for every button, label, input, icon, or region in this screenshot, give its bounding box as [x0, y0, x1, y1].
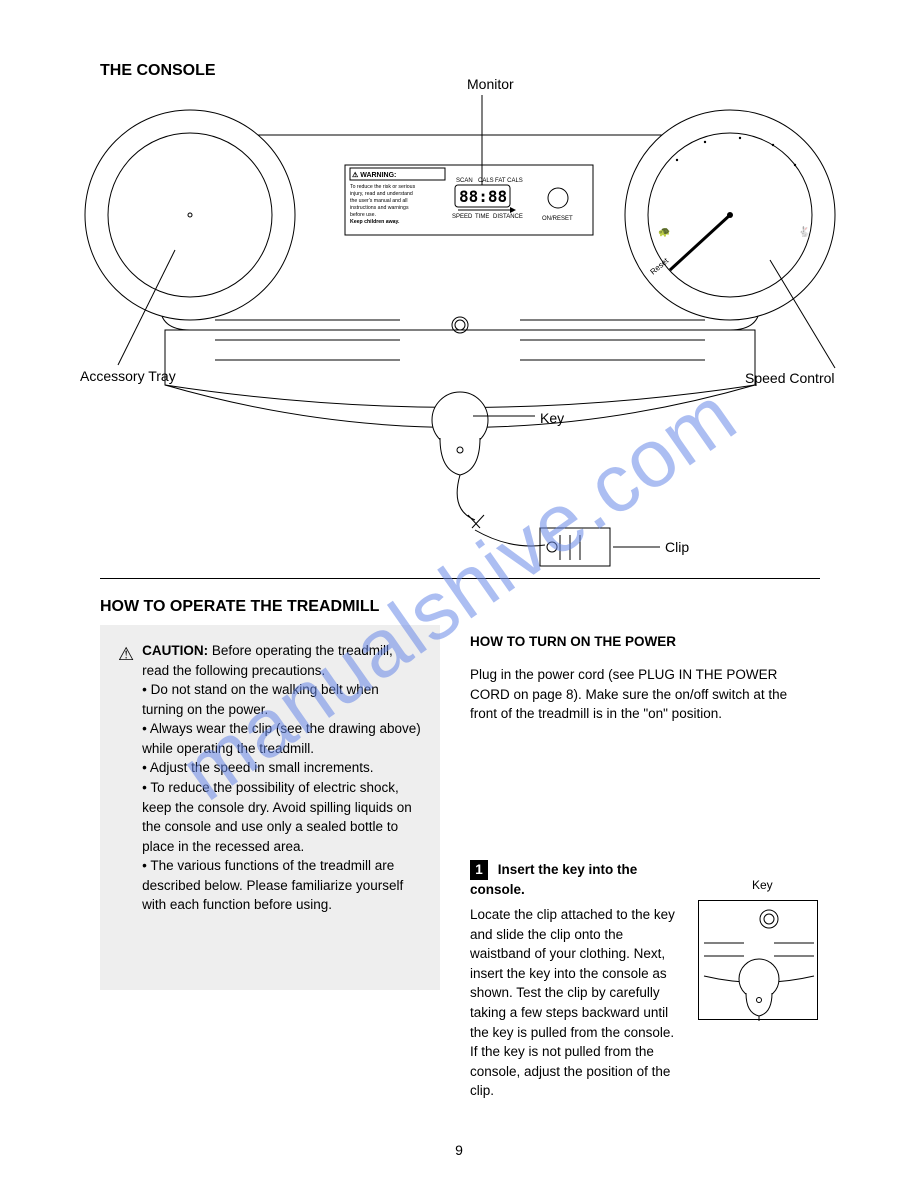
svg-text:instructions and warnings: instructions and warnings: [350, 205, 409, 211]
heading-power: HOW TO TURN ON THE POWER: [470, 632, 815, 652]
svg-text:CALS: CALS: [478, 178, 494, 184]
svg-text:🐇: 🐇: [798, 225, 810, 238]
svg-text:Keep children away.: Keep children away.: [350, 219, 400, 225]
step1-body: Locate the clip attached to the key and …: [470, 905, 685, 1101]
svg-text:To reduce the risk or serious: To reduce the risk or serious: [350, 184, 416, 190]
label-speed-control: Speed Control: [745, 370, 835, 386]
inset-key-label: Key: [752, 878, 773, 892]
svg-text:injury, read and understand: injury, read and understand: [350, 191, 413, 197]
label-accessory-tray-left: Accessory Tray: [80, 368, 176, 384]
caution-body: Before operating the treadmill, read the…: [142, 643, 421, 912]
step1-title: Insert the key into the console.: [470, 862, 637, 897]
right-column: HOW TO TURN ON THE POWER Plug in the pow…: [470, 632, 815, 737]
label-clip: Clip: [665, 539, 689, 555]
step-number-1: 1: [470, 860, 488, 880]
console-diagram: 🐢 🐇 Reset ⚠ WARNING: To reduce the risk …: [80, 90, 840, 580]
inset-key-diagram: [698, 900, 818, 1020]
caution-icon: ⚠: [118, 641, 134, 667]
page-number: 9: [0, 1142, 918, 1158]
svg-text:SPEED: SPEED: [452, 214, 473, 220]
label-key: Key: [540, 410, 564, 426]
svg-text:DISTANCE: DISTANCE: [493, 214, 523, 220]
plug-text: Plug in the power cord (see PLUG IN THE …: [470, 665, 815, 724]
svg-text:before use.: before use.: [350, 212, 376, 218]
svg-text:FAT CALS: FAT CALS: [495, 178, 523, 184]
section-title-console: THE CONSOLE: [100, 62, 216, 80]
section-title-operation: HOW TO OPERATE THE TREADMILL: [100, 598, 379, 616]
step1-block: 1 Insert the key into the console. Locat…: [470, 860, 685, 1101]
section-divider: [100, 578, 820, 579]
label-monitor: Monitor: [467, 76, 514, 92]
svg-text:⚠ WARNING:: ⚠ WARNING:: [352, 171, 396, 179]
svg-text:88:88: 88:88: [459, 187, 507, 206]
svg-text:SCAN: SCAN: [456, 178, 473, 184]
caution-title: CAUTION:: [142, 643, 208, 658]
svg-text:🐢: 🐢: [658, 227, 670, 238]
caution-box: ⚠ CAUTION: Before operating the treadmil…: [100, 625, 440, 990]
svg-text:TIME: TIME: [475, 214, 489, 220]
svg-text:ON/RESET: ON/RESET: [542, 216, 573, 222]
svg-text:the user's manual and all: the user's manual and all: [350, 198, 408, 204]
